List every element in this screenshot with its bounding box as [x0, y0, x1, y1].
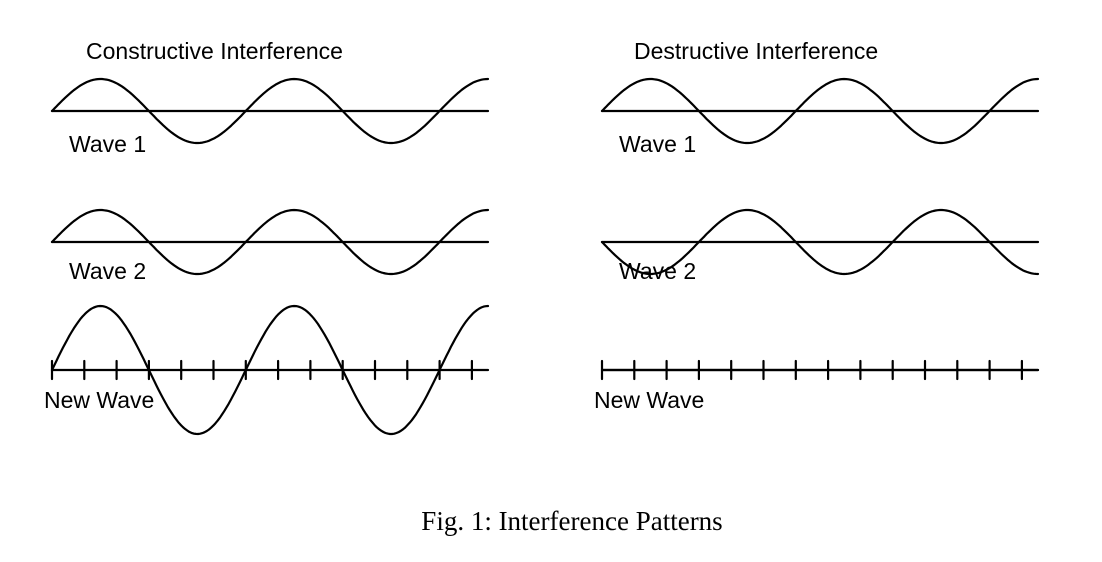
wave1-curve [50, 77, 490, 145]
wave1-curve [600, 77, 1040, 145]
new-wave-label: New Wave [44, 387, 154, 413]
constructive-panel: Constructive Interference Wave 1 Wave 2 … [44, 38, 490, 436]
constructive-title: Constructive Interference [86, 38, 343, 64]
figure-caption: Fig. 1: Interference Patterns [421, 506, 722, 536]
wave2-curve [600, 208, 1040, 276]
wave2-label: Wave 2 [69, 258, 146, 284]
destructive-panel: Destructive Interference Wave 1 Wave 2 N… [594, 38, 1040, 413]
wave1-label: Wave 1 [619, 131, 696, 157]
wave1-label: Wave 1 [69, 131, 146, 157]
new-wave-label: New Wave [594, 387, 704, 413]
wave2-label: Wave 2 [619, 258, 696, 284]
new-wave-curve [50, 304, 490, 436]
destructive-title: Destructive Interference [634, 38, 878, 64]
wave2-curve [50, 208, 490, 276]
